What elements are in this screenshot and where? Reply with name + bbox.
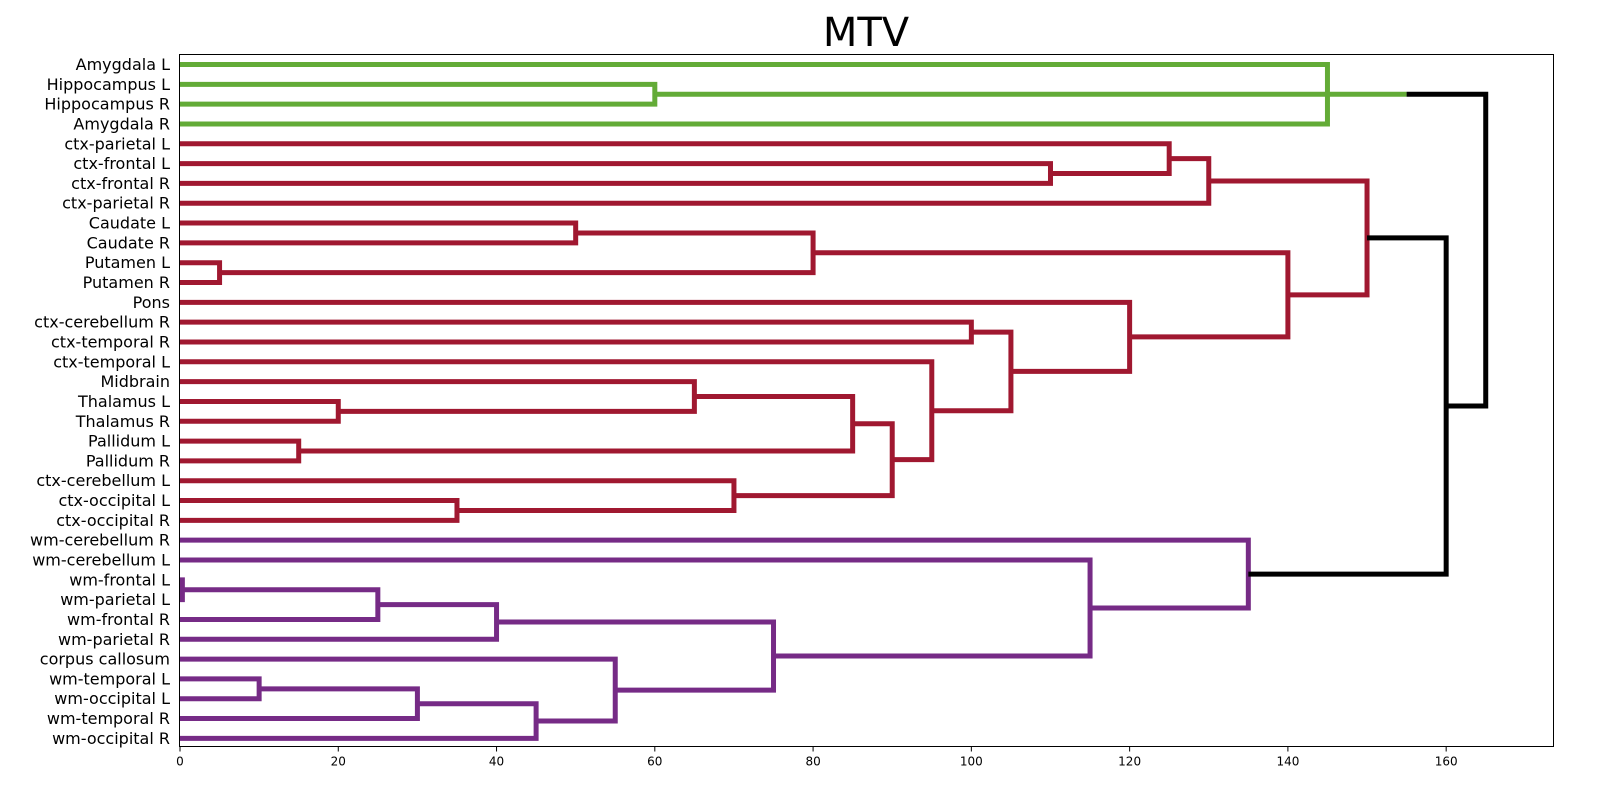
leaf-label: Hippocampus L	[47, 75, 170, 94]
leaf-label: wm-cerebellum L	[32, 551, 170, 570]
dendrogram-link	[180, 701, 539, 741]
x-tick-label: 40	[489, 755, 504, 769]
leaf-label: Amygdala L	[76, 55, 170, 74]
leaf-label: wm-frontal R	[67, 610, 170, 629]
dendrogram-link	[1208, 178, 1370, 298]
dendrogram-link	[180, 398, 341, 424]
dendrogram-link	[931, 329, 1014, 414]
leaf-label: wm-cerebellum R	[30, 531, 170, 550]
leaf-label: wm-parietal R	[58, 630, 170, 649]
x-tick-label: 80	[805, 755, 820, 769]
x-tick-label: 100	[960, 755, 983, 769]
dendrogram-link	[180, 498, 460, 523]
leaf-label: ctx-frontal R	[71, 174, 170, 193]
dendrogram-link	[180, 260, 223, 286]
dendrogram-link	[179, 577, 185, 603]
leaf-label: Thalamus L	[77, 392, 170, 411]
dendrogram-link	[180, 156, 1212, 206]
dendrogram-link	[180, 686, 420, 722]
dendrogram-link	[733, 421, 895, 499]
leaf-label: Pons	[133, 293, 170, 312]
leaf-label: wm-temporal R	[47, 709, 170, 728]
x-tick-label: 20	[331, 755, 346, 769]
leaf-label: ctx-cerebellum L	[36, 471, 170, 490]
leaf-label: Pallidum L	[88, 432, 170, 451]
leaf-label: ctx-temporal R	[51, 332, 170, 351]
dendrogram-link	[180, 81, 658, 107]
leaf-label: Caudate L	[89, 214, 170, 233]
x-tick-label: 120	[1118, 755, 1141, 769]
leaf-label: Midbrain	[100, 372, 170, 391]
leaf-label: Hippocampus R	[44, 95, 170, 114]
leaf-label: ctx-temporal L	[53, 352, 170, 371]
x-tick-label: 160	[1435, 755, 1458, 769]
leaf-label: ctx-occipital R	[56, 511, 170, 530]
leaf-label: ctx-parietal R	[62, 194, 170, 213]
leaf-label: wm-frontal L	[69, 570, 170, 589]
dendrogram-link	[1406, 91, 1489, 409]
dendrogram-links	[179, 62, 1489, 741]
dendrogram-link	[180, 379, 697, 414]
leaf-label: Thalamus R	[75, 412, 170, 431]
x-axis-ticks: 0 20 40 60 80 100 120 140 160	[176, 746, 1458, 769]
dendrogram-link	[180, 319, 974, 345]
x-tick-label: 60	[647, 755, 662, 769]
plot-frame	[179, 54, 1554, 747]
dendrogram-link	[180, 220, 579, 246]
x-tick-label: 0	[176, 755, 184, 769]
leaf-label: Pallidum R	[86, 451, 170, 470]
dendrogram-link	[180, 587, 381, 622]
leaf-label: wm-occipital R	[52, 729, 170, 748]
leaf-label: corpus callosum	[40, 650, 170, 669]
dendrogram-link	[496, 619, 777, 693]
leaf-label: ctx-occipital L	[58, 491, 170, 510]
dendrogram-link	[180, 478, 737, 513]
x-tick-label: 140	[1276, 755, 1299, 769]
dendrogram-link	[180, 676, 262, 702]
leaf-label: Caudate R	[87, 233, 170, 252]
chart-title: MTV	[823, 10, 910, 56]
leaf-label: wm-occipital L	[54, 689, 170, 708]
leaf-label: ctx-cerebellum R	[34, 313, 170, 332]
leaf-label: wm-parietal L	[60, 590, 170, 609]
leaf-label: Amygdala R	[73, 114, 170, 133]
dendrogram-link	[180, 438, 302, 464]
leaf-label: wm-temporal L	[49, 669, 170, 688]
leaf-label: Putamen R	[83, 273, 170, 292]
dendrogram-link	[180, 141, 1172, 177]
dendrogram-link	[1248, 235, 1449, 577]
dendrogram-link	[180, 161, 1053, 186]
leaf-label: ctx-frontal L	[73, 154, 170, 173]
leaf-label: Putamen L	[85, 253, 170, 272]
dendrogram-link	[298, 393, 856, 454]
leaf-label: ctx-parietal L	[64, 134, 170, 153]
dendrogram-link	[219, 230, 816, 276]
